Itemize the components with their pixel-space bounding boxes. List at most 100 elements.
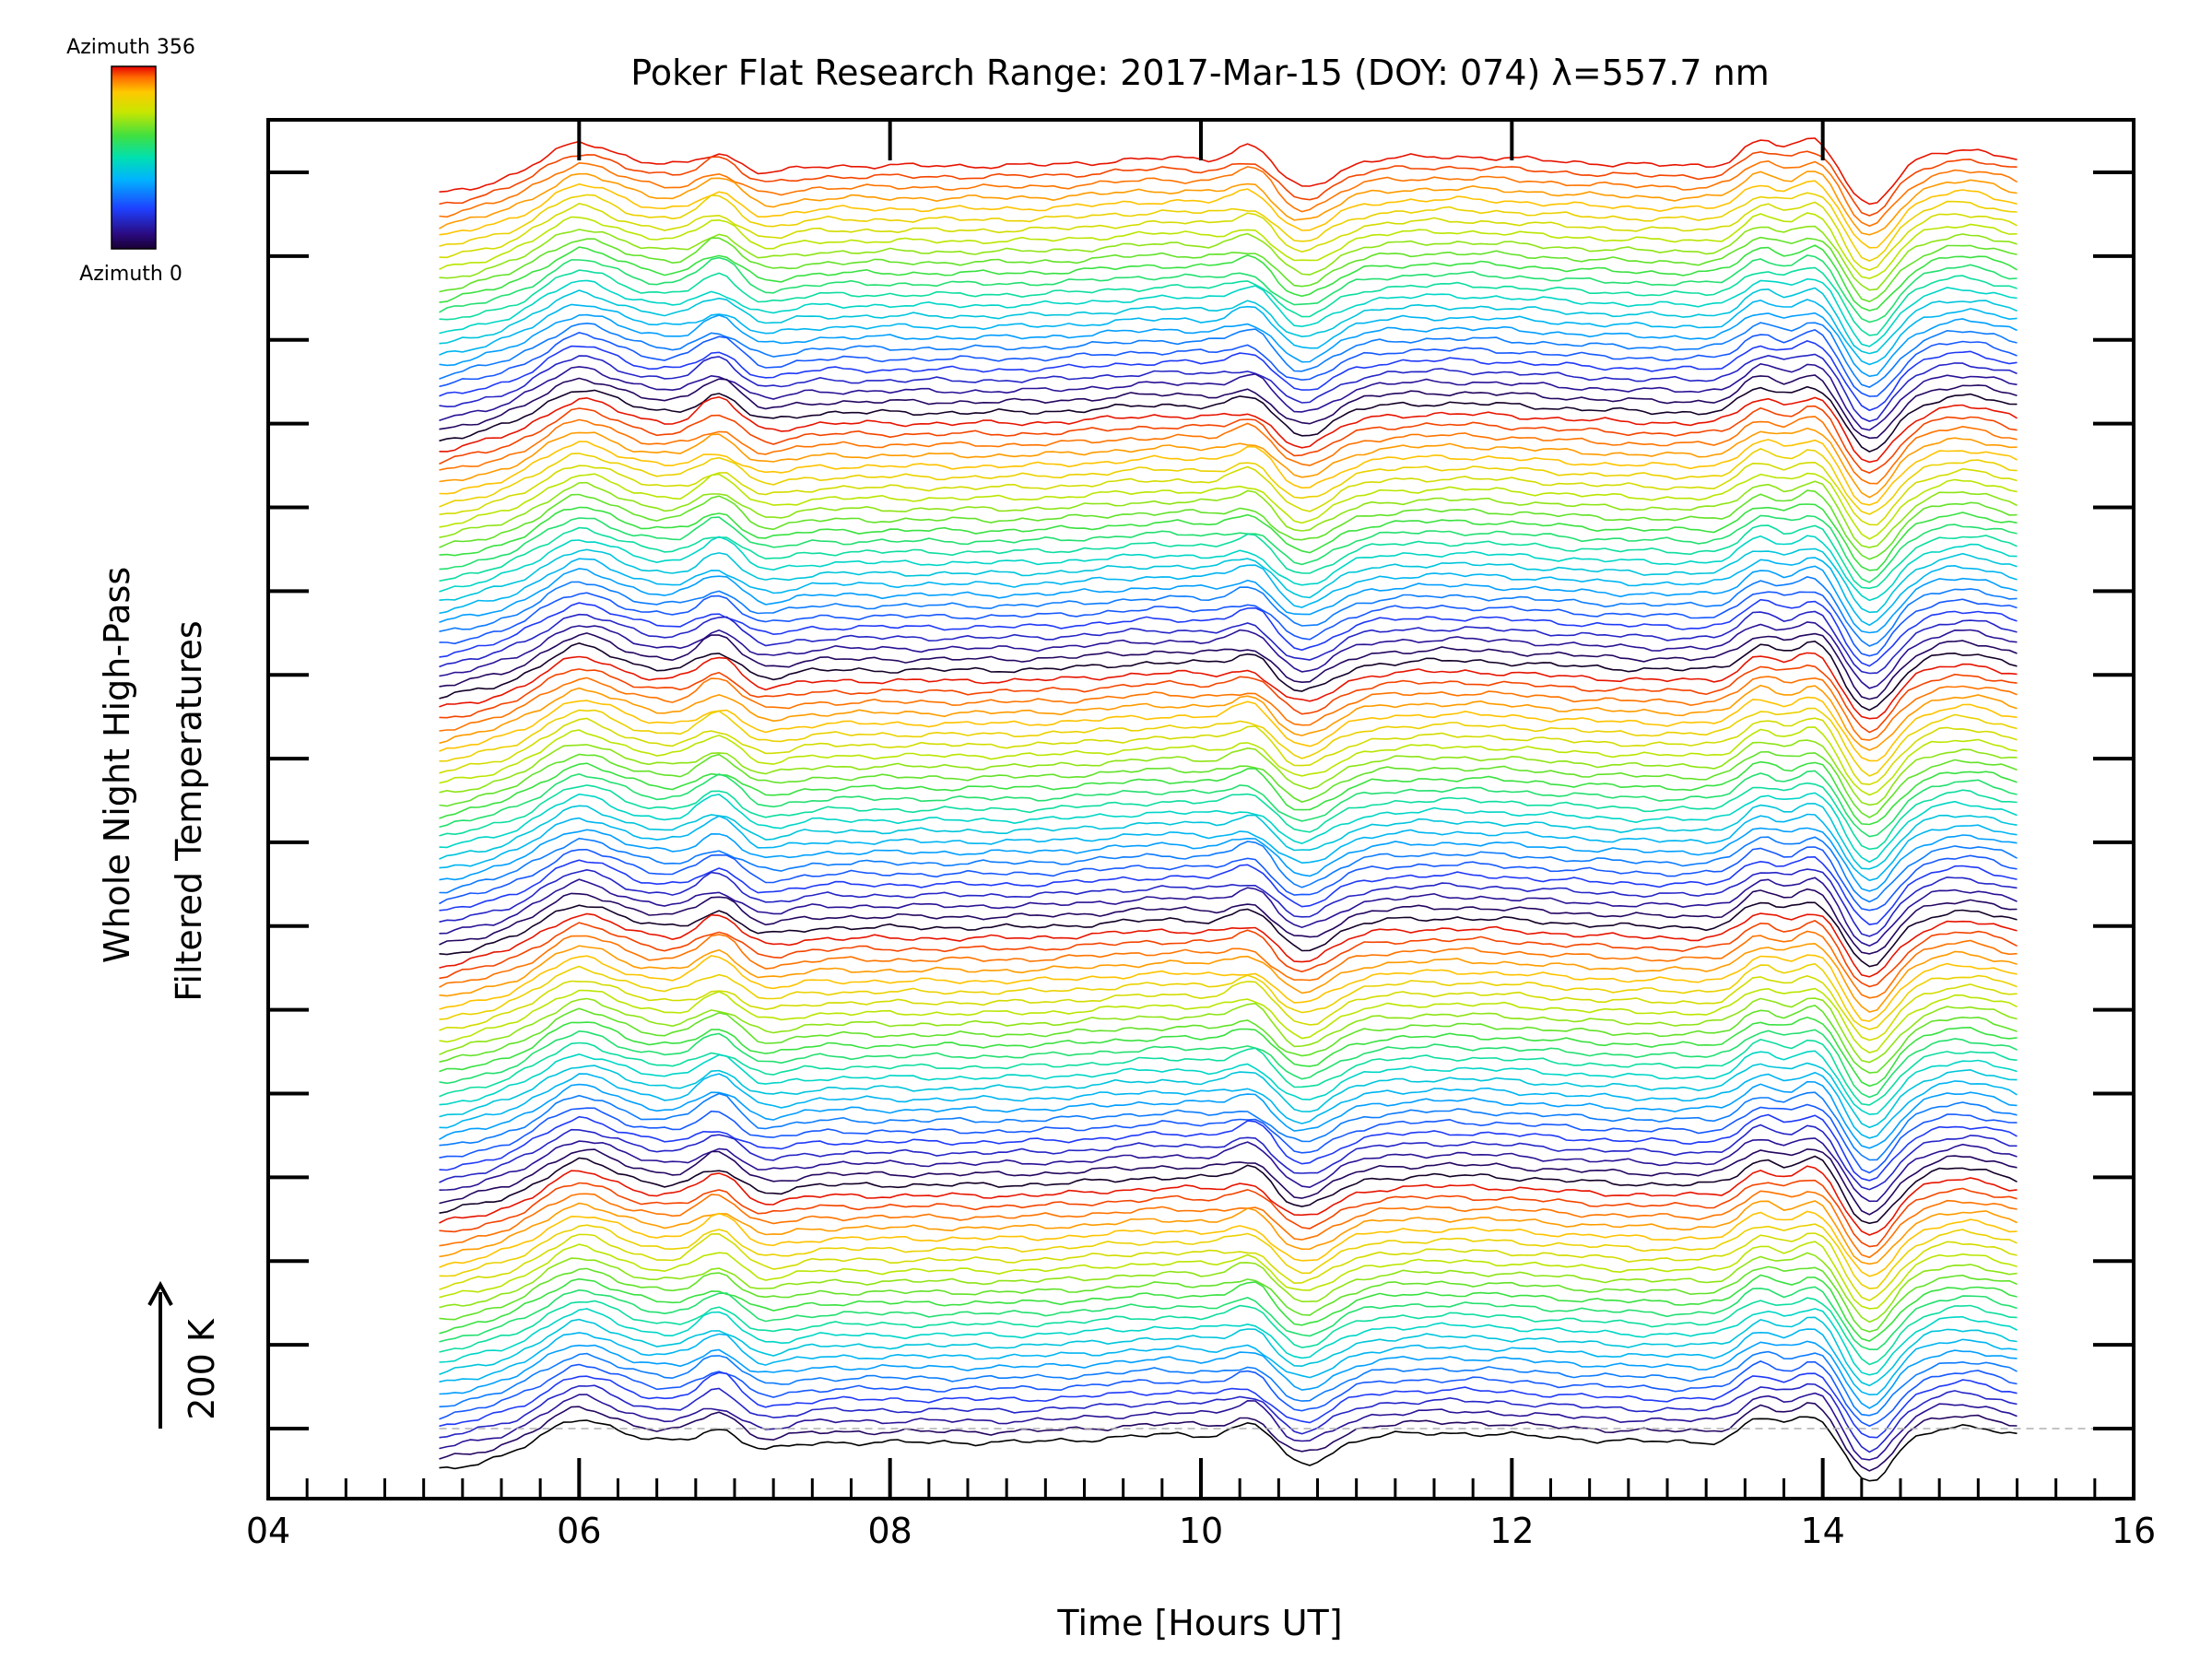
trace-line <box>439 942 2018 1013</box>
trace-line <box>439 846 2018 912</box>
y-axis-label-line2: Filtered Temperatures <box>169 620 209 1001</box>
trace-line <box>439 180 2018 249</box>
trace-line <box>439 1371 2018 1439</box>
trace-line <box>439 1286 2018 1351</box>
x-tick-label: 12 <box>1489 1511 1534 1551</box>
trace-line <box>439 244 2018 312</box>
trace-line <box>439 1223 2018 1289</box>
x-tick-label: 06 <box>557 1511 601 1551</box>
trace-line <box>439 640 2018 712</box>
trace-line <box>439 664 2018 734</box>
trace-line <box>439 1147 2018 1216</box>
trace-line <box>439 987 2018 1053</box>
trace-line <box>439 277 2018 347</box>
trace-line <box>439 489 2018 560</box>
trace-line <box>439 159 2018 228</box>
trace-line <box>439 480 2018 548</box>
trace-line <box>439 591 2018 657</box>
colorbar-bottom-label: Azimuth 0 <box>79 263 182 286</box>
scale-label: 200 K <box>182 1318 222 1420</box>
trace-line <box>439 954 2018 1022</box>
scale-arrow-head <box>147 1280 173 1306</box>
trace-line <box>439 362 2018 431</box>
trace-line <box>439 877 2018 947</box>
trace-line <box>439 726 2018 796</box>
trace-line <box>439 1005 2018 1074</box>
trace-line <box>439 920 2018 988</box>
y-axis-label: Whole Night High-Pass Filtered Temperatu… <box>97 567 209 1002</box>
trace-line <box>439 760 2018 826</box>
trace-line <box>439 1350 2018 1417</box>
trace-line <box>439 557 2018 627</box>
trace-line <box>439 707 2018 777</box>
trace-line <box>439 803 2018 870</box>
trace-line <box>439 632 2018 700</box>
trace-line <box>439 1029 2018 1099</box>
trace-line <box>439 1113 2018 1182</box>
trace-line <box>439 266 2018 336</box>
chart-title: Poker Flat Research Range: 2017-Mar-15 (… <box>630 53 1769 93</box>
trace-line <box>439 322 2018 388</box>
trace-line <box>439 912 2018 978</box>
x-tick-label: 08 <box>867 1511 912 1551</box>
trace-line <box>439 598 2018 667</box>
colorbar: Azimuth 356 Azimuth 0 <box>66 36 195 286</box>
trace-line <box>439 448 2018 515</box>
trace-line <box>439 472 2018 540</box>
trace-line <box>439 405 2018 474</box>
trace-line <box>439 1103 2018 1174</box>
trace-line <box>439 1340 2018 1409</box>
trace-line <box>439 1016 2018 1088</box>
trace-line <box>439 503 2018 571</box>
x-tick-label: 04 <box>246 1511 290 1551</box>
trace-line <box>439 1050 2018 1115</box>
y-axis-label-line1: Whole Night High-Pass <box>97 567 137 963</box>
trace-line <box>439 997 2018 1064</box>
trace-line <box>439 385 2018 453</box>
scale-indicator: 200 K <box>147 1280 222 1429</box>
trace-line <box>439 340 2018 412</box>
colorbar-top-label: Azimuth 356 <box>66 36 195 59</box>
trace-line <box>439 1392 2018 1461</box>
x-tick-label: 10 <box>1179 1511 1223 1551</box>
trace-line <box>439 1297 2018 1366</box>
trace-line <box>439 1210 2018 1277</box>
trace-line <box>439 1200 2018 1265</box>
trace-line <box>439 1039 2018 1106</box>
trace-line <box>439 137 2018 206</box>
colorbar-gradient <box>111 65 157 250</box>
x-axis-label: Time [Hours UT] <box>1056 1603 1342 1643</box>
trace-line <box>439 813 2018 882</box>
trace-line <box>439 299 2018 366</box>
trace-line <box>439 1265 2018 1333</box>
x-tick-label: 16 <box>2112 1511 2156 1551</box>
trace-line <box>439 312 2018 378</box>
trace-line <box>439 254 2018 324</box>
trace-line <box>439 524 2018 590</box>
trace-line <box>439 201 2018 271</box>
trace-line <box>439 717 2018 786</box>
trace-line <box>439 975 2018 1041</box>
trace-line <box>439 782 2018 851</box>
trace-line <box>439 353 2018 422</box>
trace-line <box>439 514 2018 583</box>
trace-line <box>439 1165 2018 1236</box>
trace-line <box>439 930 2018 999</box>
trace-line <box>439 1308 2018 1376</box>
trace-line <box>439 1382 2018 1453</box>
trace-line <box>439 792 2018 864</box>
trace-line <box>439 1179 2018 1248</box>
trace-line <box>439 1155 2018 1225</box>
trace-line <box>439 676 2018 741</box>
trace-line <box>439 395 2018 464</box>
trace-line <box>439 461 2018 526</box>
trace-line <box>439 696 2018 762</box>
trace-line <box>439 836 2018 903</box>
trace-line <box>439 1402 2018 1472</box>
trace-line <box>439 888 2018 955</box>
trace-line <box>439 1232 2018 1301</box>
trace-line <box>439 1274 2018 1342</box>
trace-line <box>439 565 2018 634</box>
trace-line <box>439 236 2018 303</box>
